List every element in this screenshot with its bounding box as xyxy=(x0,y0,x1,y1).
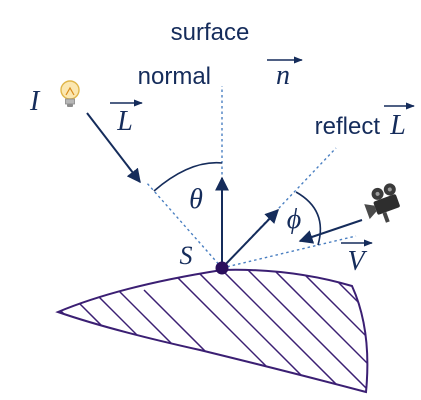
view-arrow xyxy=(300,220,362,241)
reflect-arrow xyxy=(222,210,278,268)
reflect-label: reflect xyxy=(315,113,381,140)
surface-outline xyxy=(58,270,367,392)
surface-hatching xyxy=(20,270,421,390)
theta-label: θ xyxy=(189,184,203,215)
view-vector-symbol: V xyxy=(347,246,367,277)
normal-vector-symbol: n xyxy=(276,60,290,91)
view-guide-line xyxy=(222,236,356,268)
light-bulb-icon xyxy=(61,81,79,107)
video-camera-icon xyxy=(360,182,405,228)
surface-label-line1: surface xyxy=(171,19,250,46)
reflect-vector-symbol: L xyxy=(389,110,406,141)
light-intensity-label: I xyxy=(29,86,41,117)
surface-label-line2: normal xyxy=(138,63,211,90)
phi-label: ϕ xyxy=(287,204,302,235)
surface-point-label: S xyxy=(180,241,193,270)
surface-object xyxy=(20,270,421,392)
light-vector-symbol: L xyxy=(116,106,133,137)
theta-arc xyxy=(154,163,222,191)
surface-point-marker xyxy=(216,262,229,275)
